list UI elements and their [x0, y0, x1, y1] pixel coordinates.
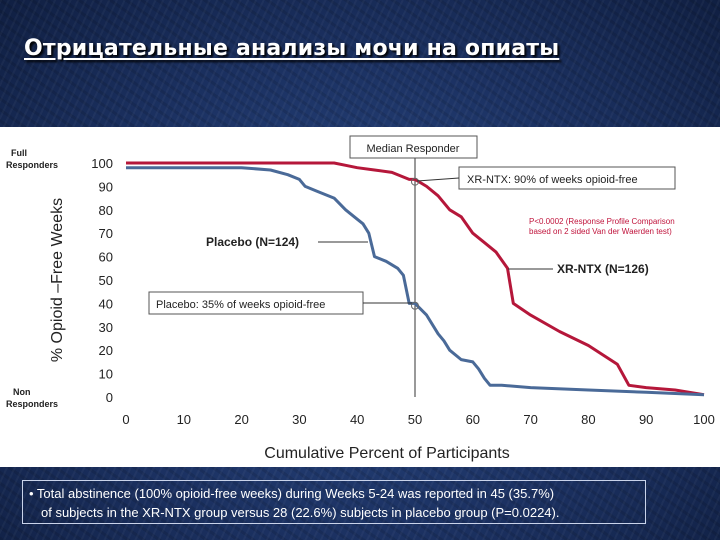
xr-ntx-summary-label: XR-NTX: 90% of weeks opioid-free — [467, 174, 638, 186]
x-tick-label-70: 70 — [523, 412, 537, 427]
median-responder-box — [349, 135, 478, 159]
y-tick-label-50: 50 — [99, 273, 113, 288]
xr-ntx-summary-connector — [416, 177, 460, 182]
x-axis-title: Cumulative Percent of Participants — [264, 445, 509, 462]
y-tick-label-70: 70 — [99, 226, 113, 241]
non-responders-label-line1: Non — [13, 387, 31, 397]
y-tick-label-60: 60 — [99, 250, 113, 265]
series-line-placebo — [126, 166, 705, 397]
y-tick-label-90: 90 — [99, 179, 113, 194]
non-responders-label-line2: Responders — [6, 399, 58, 409]
y-tick-label-80: 80 — [99, 203, 113, 218]
chart-panel: 0 10 20 30 40 50 60 70 80 90 100 0 10 20 30 40 50 60 70 80… — [0, 127, 720, 467]
xr-ntx-series-label: XR-NTX (N=126) — [557, 262, 649, 276]
x-tick-label-30: 30 — [292, 412, 306, 427]
y-tick-label-100: 100 — [91, 156, 113, 171]
x-tick-label-50: 50 — [408, 412, 422, 427]
x-tick-label-40: 40 — [350, 412, 364, 427]
placebo-series-label: Placebo (N=124) — [206, 235, 299, 249]
placebo-summary-label: Placebo: 35% of weeks opioid-free — [156, 299, 325, 311]
full-responders-label-line2: Responders — [6, 160, 58, 170]
y-tick-label-20: 20 — [99, 343, 113, 358]
y-tick-label-30: 30 — [99, 320, 113, 335]
x-tick-label-80: 80 — [581, 412, 595, 427]
x-tick-label-100: 100 — [693, 412, 715, 427]
median-marker-placebo — [411, 301, 419, 310]
x-tick-label-90: 90 — [639, 412, 653, 427]
survival-chart: 0 10 20 30 40 50 60 70 80 90 100 0 10 20 30 40 50 60 70 80… — [6, 135, 715, 462]
median-marker-xr-ntx — [411, 177, 419, 186]
full-responders-label-line1: Full — [11, 148, 27, 158]
series-line-xr-ntx — [126, 161, 705, 397]
y-tick-label-40: 40 — [99, 296, 113, 311]
y-tick-label-0: 0 — [106, 390, 113, 405]
x-tick-label-0: 0 — [122, 412, 129, 427]
x-tick-label-60: 60 — [466, 412, 480, 427]
median-responder-label: Median Responder — [367, 143, 460, 155]
p-value-line2: based on 2 sided Van der Waerden test) — [529, 227, 672, 236]
footnote-box: • Total abstinence (100% opioid-free wee… — [22, 480, 646, 524]
y-axis-title: % Opioid –Free Weeks — [49, 198, 66, 362]
x-tick-label-20: 20 — [234, 412, 248, 427]
footnote-line-2: of subjects in the XR-NTX group versus 2… — [41, 505, 560, 520]
slide-title: Отрицательные анализы мочи на опиаты — [24, 36, 560, 61]
x-tick-label-10: 10 — [177, 412, 191, 427]
p-value-line1: P<0.0002 (Response Profile Comparison — [529, 217, 675, 226]
footnote-line-1: • Total abstinence (100% opioid-free wee… — [29, 486, 555, 501]
y-tick-label-10: 10 — [99, 367, 113, 382]
